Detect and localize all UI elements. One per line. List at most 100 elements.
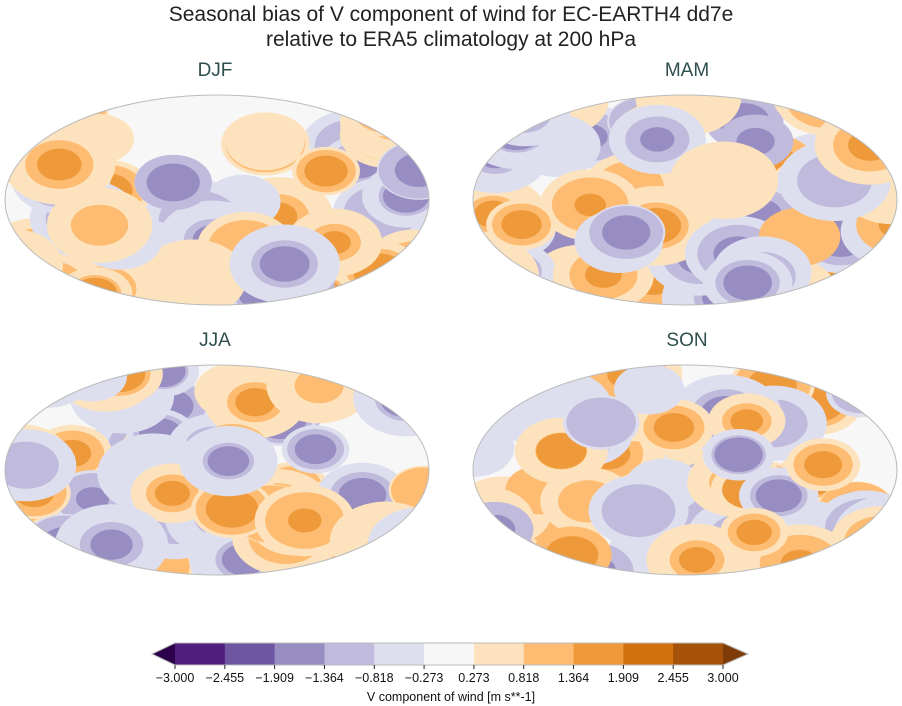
bias-contour [868, 520, 897, 551]
colorbar-segment [623, 643, 674, 665]
colorbar-segment [374, 643, 425, 665]
bias-contour [5, 535, 56, 575]
panel-title-son: SON [666, 330, 708, 351]
bias-contour [653, 413, 695, 442]
bias-contour [545, 536, 599, 574]
bias-contour [473, 501, 534, 558]
bias-contour [786, 95, 867, 128]
bias-contour [5, 529, 63, 575]
bias-contour [826, 369, 894, 418]
bias-contour [5, 95, 75, 123]
colorbar-segment [573, 643, 624, 665]
bias-contour [350, 95, 428, 134]
bias-contour [640, 127, 675, 152]
bias-contour [506, 96, 543, 122]
colorbar-segment [274, 643, 325, 665]
bias-contour [723, 265, 772, 301]
bias-contour [601, 484, 676, 537]
colorbar-tick-label: 0.818 [508, 671, 540, 685]
bias-contour [802, 95, 850, 116]
bias-contour [391, 467, 429, 513]
bias-contour [5, 545, 42, 575]
bias-contour [613, 365, 685, 415]
bias-contour [75, 487, 110, 511]
bias-contour [22, 365, 73, 393]
bias-contour [473, 254, 513, 298]
bias-contour [205, 490, 259, 528]
bias-contour [473, 556, 497, 575]
bias-contour [345, 95, 429, 137]
bias-contour [730, 409, 764, 433]
colorbar-extend-max [723, 643, 748, 665]
bias-contour [225, 114, 305, 171]
map-border [4, 94, 430, 306]
bias-contour [790, 95, 832, 113]
bias-contour [804, 451, 843, 479]
bias-contour [473, 95, 524, 131]
bias-contour [5, 441, 59, 489]
bias-contour [5, 104, 47, 143]
bias-contour [353, 365, 429, 437]
bias-contour [669, 141, 779, 220]
bias-contour [146, 163, 200, 202]
colorbar-tick-label: 0.273 [458, 671, 490, 685]
colorbar-tick-label: −0.273 [404, 671, 444, 685]
bias-contour [385, 95, 429, 119]
bias-contour [391, 524, 429, 564]
figure-title-line1: Seasonal bias of V component of wind for… [168, 3, 734, 26]
map-border [472, 94, 898, 306]
bias-contour [27, 271, 71, 303]
bias-contour [304, 155, 348, 187]
bias-contour [755, 479, 802, 513]
bias-contour [294, 434, 337, 465]
bias-contour [517, 365, 565, 388]
bias-contour [37, 148, 82, 181]
bias-contour [501, 210, 542, 239]
bias-contour [329, 501, 429, 575]
bias-contour [5, 550, 34, 575]
bias-contour [361, 272, 399, 299]
colorbar-tick-label: 1.909 [607, 671, 639, 685]
bias-contour [506, 100, 543, 127]
colorbar-segment [224, 643, 276, 665]
bias-contour [72, 277, 118, 305]
bias-contour [5, 268, 32, 305]
bias-contour [5, 261, 43, 305]
bias-contour [12, 260, 87, 305]
bias-contour [5, 527, 55, 575]
bias-contour [5, 112, 37, 135]
panel-title-mam: MAM [664, 60, 710, 81]
colorbar-segment [473, 643, 525, 665]
bias-contour [138, 239, 247, 305]
panel-title-jja: JJA [199, 330, 231, 351]
bias-contour [602, 215, 651, 250]
bias-contour [473, 532, 532, 575]
colorbar-tick-label: −1.364 [305, 671, 344, 685]
bias-contour [287, 508, 322, 533]
colorbar-tick-label: 2.455 [657, 671, 689, 685]
bias-contour [473, 541, 518, 575]
map-border [4, 364, 430, 576]
colorbar-extend-min [152, 643, 175, 665]
colorbar-segment [673, 643, 724, 665]
bias-contour [5, 95, 43, 122]
bias-contour [479, 95, 571, 147]
bias-contour [5, 260, 44, 305]
bias-contour [385, 95, 429, 140]
colorbar-segment [175, 643, 226, 665]
colorbar-segment [523, 643, 575, 665]
colorbar-segment [324, 643, 375, 665]
bias-contour [831, 372, 889, 414]
bias-contour [829, 548, 881, 575]
bias-contour [848, 129, 893, 161]
panel-title-djf: DJF [197, 60, 233, 81]
colorbar-tick-label: −1.909 [255, 671, 294, 685]
bias-contour [714, 437, 763, 473]
map-border [472, 364, 898, 576]
bias-contour [5, 95, 77, 124]
bias-contour [374, 95, 429, 127]
map-jja [5, 365, 429, 575]
bias-contour [473, 514, 516, 545]
bias-contour [498, 95, 552, 133]
